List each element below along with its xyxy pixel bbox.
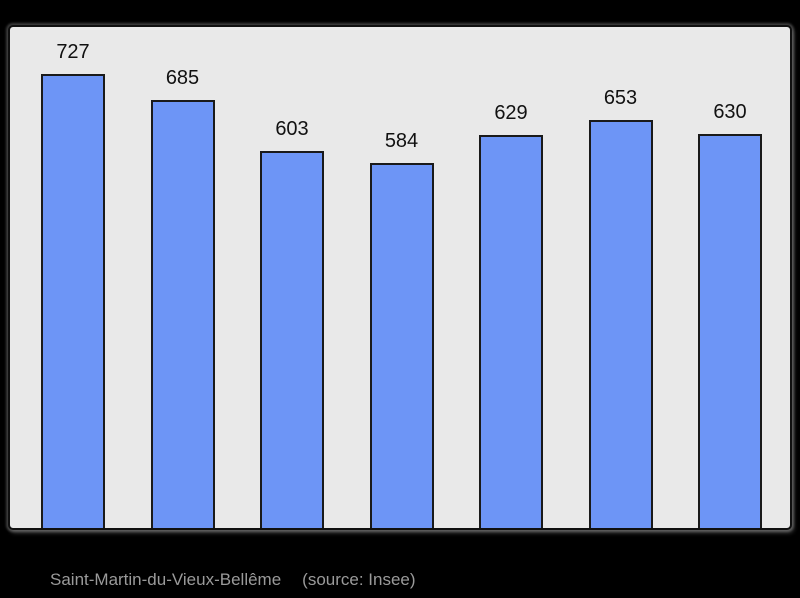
bar-group: 727 [41, 41, 105, 528]
bar-value-label: 630 [713, 101, 747, 123]
bar-group: 630 [698, 101, 762, 528]
bar-group: 685 [150, 67, 215, 528]
chart-panel: 727 685 603 584 629 653 630 [8, 25, 792, 530]
bar [479, 135, 543, 528]
bar [698, 134, 762, 528]
bar-group: 584 [369, 130, 434, 528]
bar [369, 163, 434, 528]
bar [41, 74, 105, 528]
bar [260, 151, 324, 528]
bar-chart: 727 685 603 584 629 653 630 [10, 27, 790, 528]
bar-value-label: 584 [384, 130, 419, 152]
bar [588, 120, 653, 528]
chart-caption: Saint-Martin-du-Vieux-Bellême (source: In… [50, 570, 416, 590]
bar-value-label: 653 [603, 87, 638, 109]
caption-commune-name: Saint-Martin-du-Vieux-Bellême [50, 570, 282, 589]
bar-value-label: 727 [56, 41, 90, 63]
bar-value-label: 629 [494, 102, 528, 124]
caption-source: (source: Insee) [302, 570, 416, 589]
bar-group: 653 [588, 87, 653, 528]
bar-group: 629 [479, 102, 543, 528]
bar-group: 603 [260, 118, 324, 528]
bar-value-label: 603 [275, 118, 309, 140]
bar [150, 100, 215, 528]
bar-value-label: 685 [165, 67, 200, 89]
